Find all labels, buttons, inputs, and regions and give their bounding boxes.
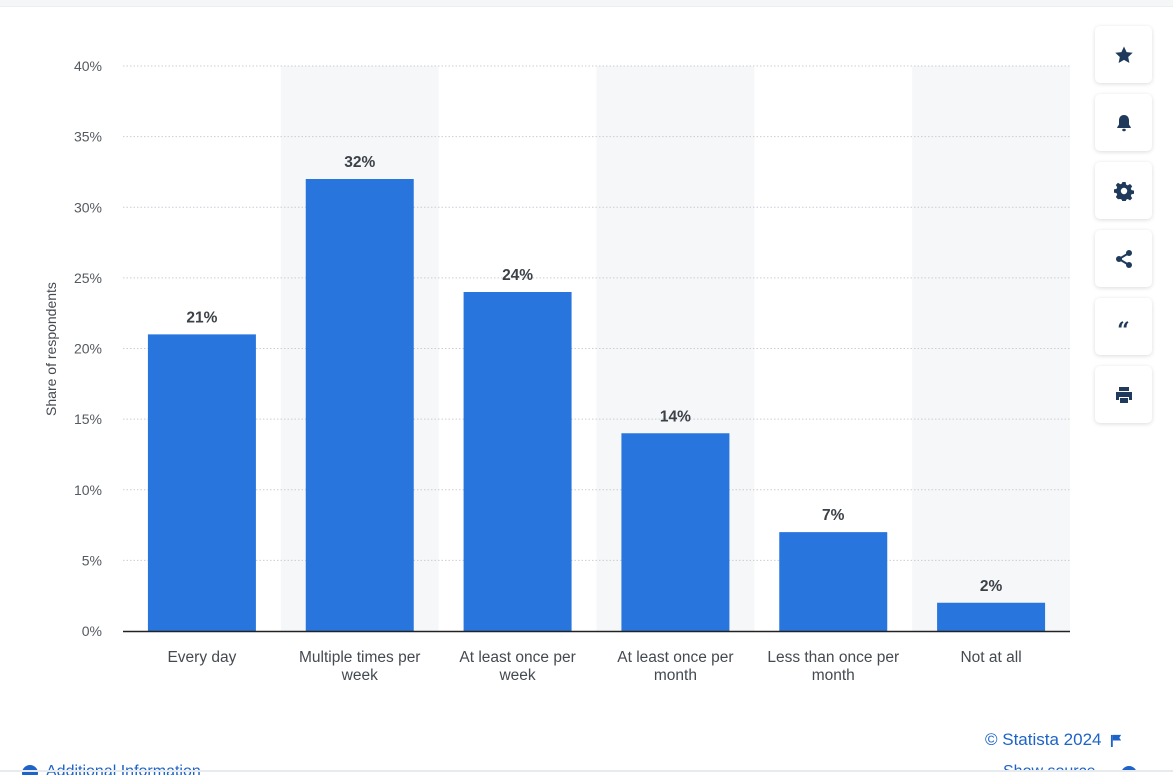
bar-1: [305, 179, 414, 631]
bars: [147, 179, 1046, 631]
bar-2: [463, 292, 572, 631]
y-axis-label: Share of respondents: [43, 282, 59, 416]
show-source-label[interactable]: Show source: [1003, 763, 1096, 772]
category-label-line: At least once per: [617, 649, 733, 666]
notification-button[interactable]: [1095, 94, 1152, 151]
value-label-0: 21%: [186, 309, 217, 326]
value-label-5: 2%: [980, 578, 1003, 595]
gridlines: [123, 65, 1070, 561]
star-icon: [1114, 46, 1133, 63]
category-label-line: Not at all: [960, 649, 1021, 666]
category-label-line: Every day: [167, 649, 236, 666]
category-label-line: month: [812, 667, 855, 684]
top-border: [0, 0, 1173, 7]
category-label-5: Not at all: [960, 649, 1021, 666]
category-label-0: Every day: [167, 649, 236, 666]
value-label-4: 7%: [822, 507, 845, 524]
additional-information-link[interactable]: Additional Information: [22, 763, 201, 775]
share-icon: [1115, 249, 1132, 268]
bar-0: [147, 334, 256, 631]
statista-credit[interactable]: © Statista 2024: [985, 730, 1123, 750]
additional-information-label[interactable]: Additional Information: [46, 763, 201, 775]
y-tick-label-15: 15%: [74, 411, 102, 427]
gear-icon: [1113, 181, 1134, 201]
quote-icon: “: [1117, 317, 1130, 344]
category-label-line: At least once per: [459, 649, 575, 666]
category-label-2: At least once per week: [459, 649, 575, 684]
y-tick-label-25: 25%: [74, 270, 102, 286]
y-tick-label-30: 30%: [74, 199, 102, 215]
settings-button[interactable]: [1095, 162, 1152, 219]
category-label-line: week: [341, 667, 378, 684]
share-button[interactable]: [1095, 230, 1152, 287]
credit-text[interactable]: © Statista 2024: [985, 730, 1102, 749]
print-button[interactable]: [1095, 366, 1152, 423]
category-label-line: Less than once per: [767, 649, 899, 666]
source-icon: [1121, 766, 1137, 772]
bottom-border: [0, 770, 1173, 772]
value-labels: 21% 32% 24% 14% 7% 2%: [186, 154, 1002, 595]
chart-toolbar: “: [1095, 26, 1152, 434]
category-label-3: At least once per month: [617, 649, 733, 684]
y-tick-label-40: 40%: [74, 58, 102, 74]
y-tick-labels: 0% 5% 10% 15% 20% 25% 30% 35% 40%: [74, 58, 102, 639]
category-label-4: Less than once per month: [767, 649, 899, 684]
y-tick-label-35: 35%: [74, 129, 102, 145]
show-source-link[interactable]: Show source: [1003, 763, 1096, 772]
value-label-2: 24%: [502, 267, 533, 284]
category-label-line: Multiple times per: [299, 649, 420, 666]
y-tick-label-20: 20%: [74, 341, 102, 357]
value-label-1: 32%: [344, 154, 375, 171]
y-tick-label-10: 10%: [74, 482, 102, 498]
y-tick-label-5: 5%: [82, 552, 102, 568]
printer-icon: [1115, 386, 1132, 403]
value-label-3: 14%: [660, 408, 691, 425]
bar-5: [937, 602, 1046, 631]
category-label-1: Multiple times per week: [299, 649, 420, 684]
bar-chart: 0% 5% 10% 15% 20% 25% 30% 35% 40% 21% 32% 24% 14% 7%…: [43, 58, 1070, 684]
cite-button[interactable]: “: [1095, 298, 1152, 355]
favorite-button[interactable]: [1095, 26, 1152, 83]
flag-icon[interactable]: [1110, 734, 1123, 747]
bell-icon: [1116, 114, 1131, 131]
category-label-line: week: [498, 667, 535, 684]
bar-4: [779, 532, 888, 631]
y-tick-label-0: 0%: [82, 623, 102, 639]
category-label-line: month: [654, 667, 697, 684]
bar-3: [621, 433, 730, 631]
